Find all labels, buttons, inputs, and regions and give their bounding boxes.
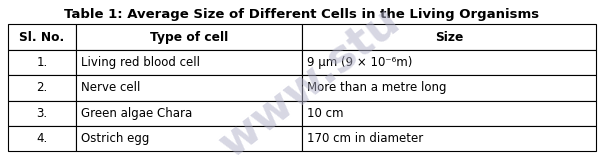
Text: 10 cm: 10 cm [307,107,344,120]
Text: www.stu: www.stu [211,0,409,155]
Text: More than a metre long: More than a metre long [307,81,446,94]
Bar [76,126,302,151]
Bar [302,75,596,101]
Bar [302,24,596,50]
Bar [8,126,76,151]
Text: Ostrich egg: Ostrich egg [80,132,149,145]
Text: Nerve cell: Nerve cell [80,81,140,94]
Text: 3.: 3. [36,107,47,120]
Text: 170 cm in diameter: 170 cm in diameter [307,132,423,145]
Bar [8,75,76,101]
Text: 9 μm (9 × 10⁻⁶m): 9 μm (9 × 10⁻⁶m) [307,56,413,69]
Text: Size: Size [435,31,463,44]
Bar [8,101,76,126]
Bar [76,50,302,75]
Bar [302,50,596,75]
Bar [76,101,302,126]
Bar [8,50,76,75]
Bar [76,24,302,50]
Text: 2.: 2. [36,81,48,94]
Text: Table 1: Average Size of Different Cells in the Living Organisms: Table 1: Average Size of Different Cells… [65,8,539,21]
Text: 4.: 4. [36,132,48,145]
Text: Sl. No.: Sl. No. [19,31,65,44]
Bar [302,101,596,126]
Text: Living red blood cell: Living red blood cell [80,56,199,69]
Bar [302,126,596,151]
Text: 1.: 1. [36,56,48,69]
Text: Type of cell: Type of cell [150,31,228,44]
Text: Green algae Chara: Green algae Chara [80,107,192,120]
Bar [8,24,76,50]
Bar [76,75,302,101]
